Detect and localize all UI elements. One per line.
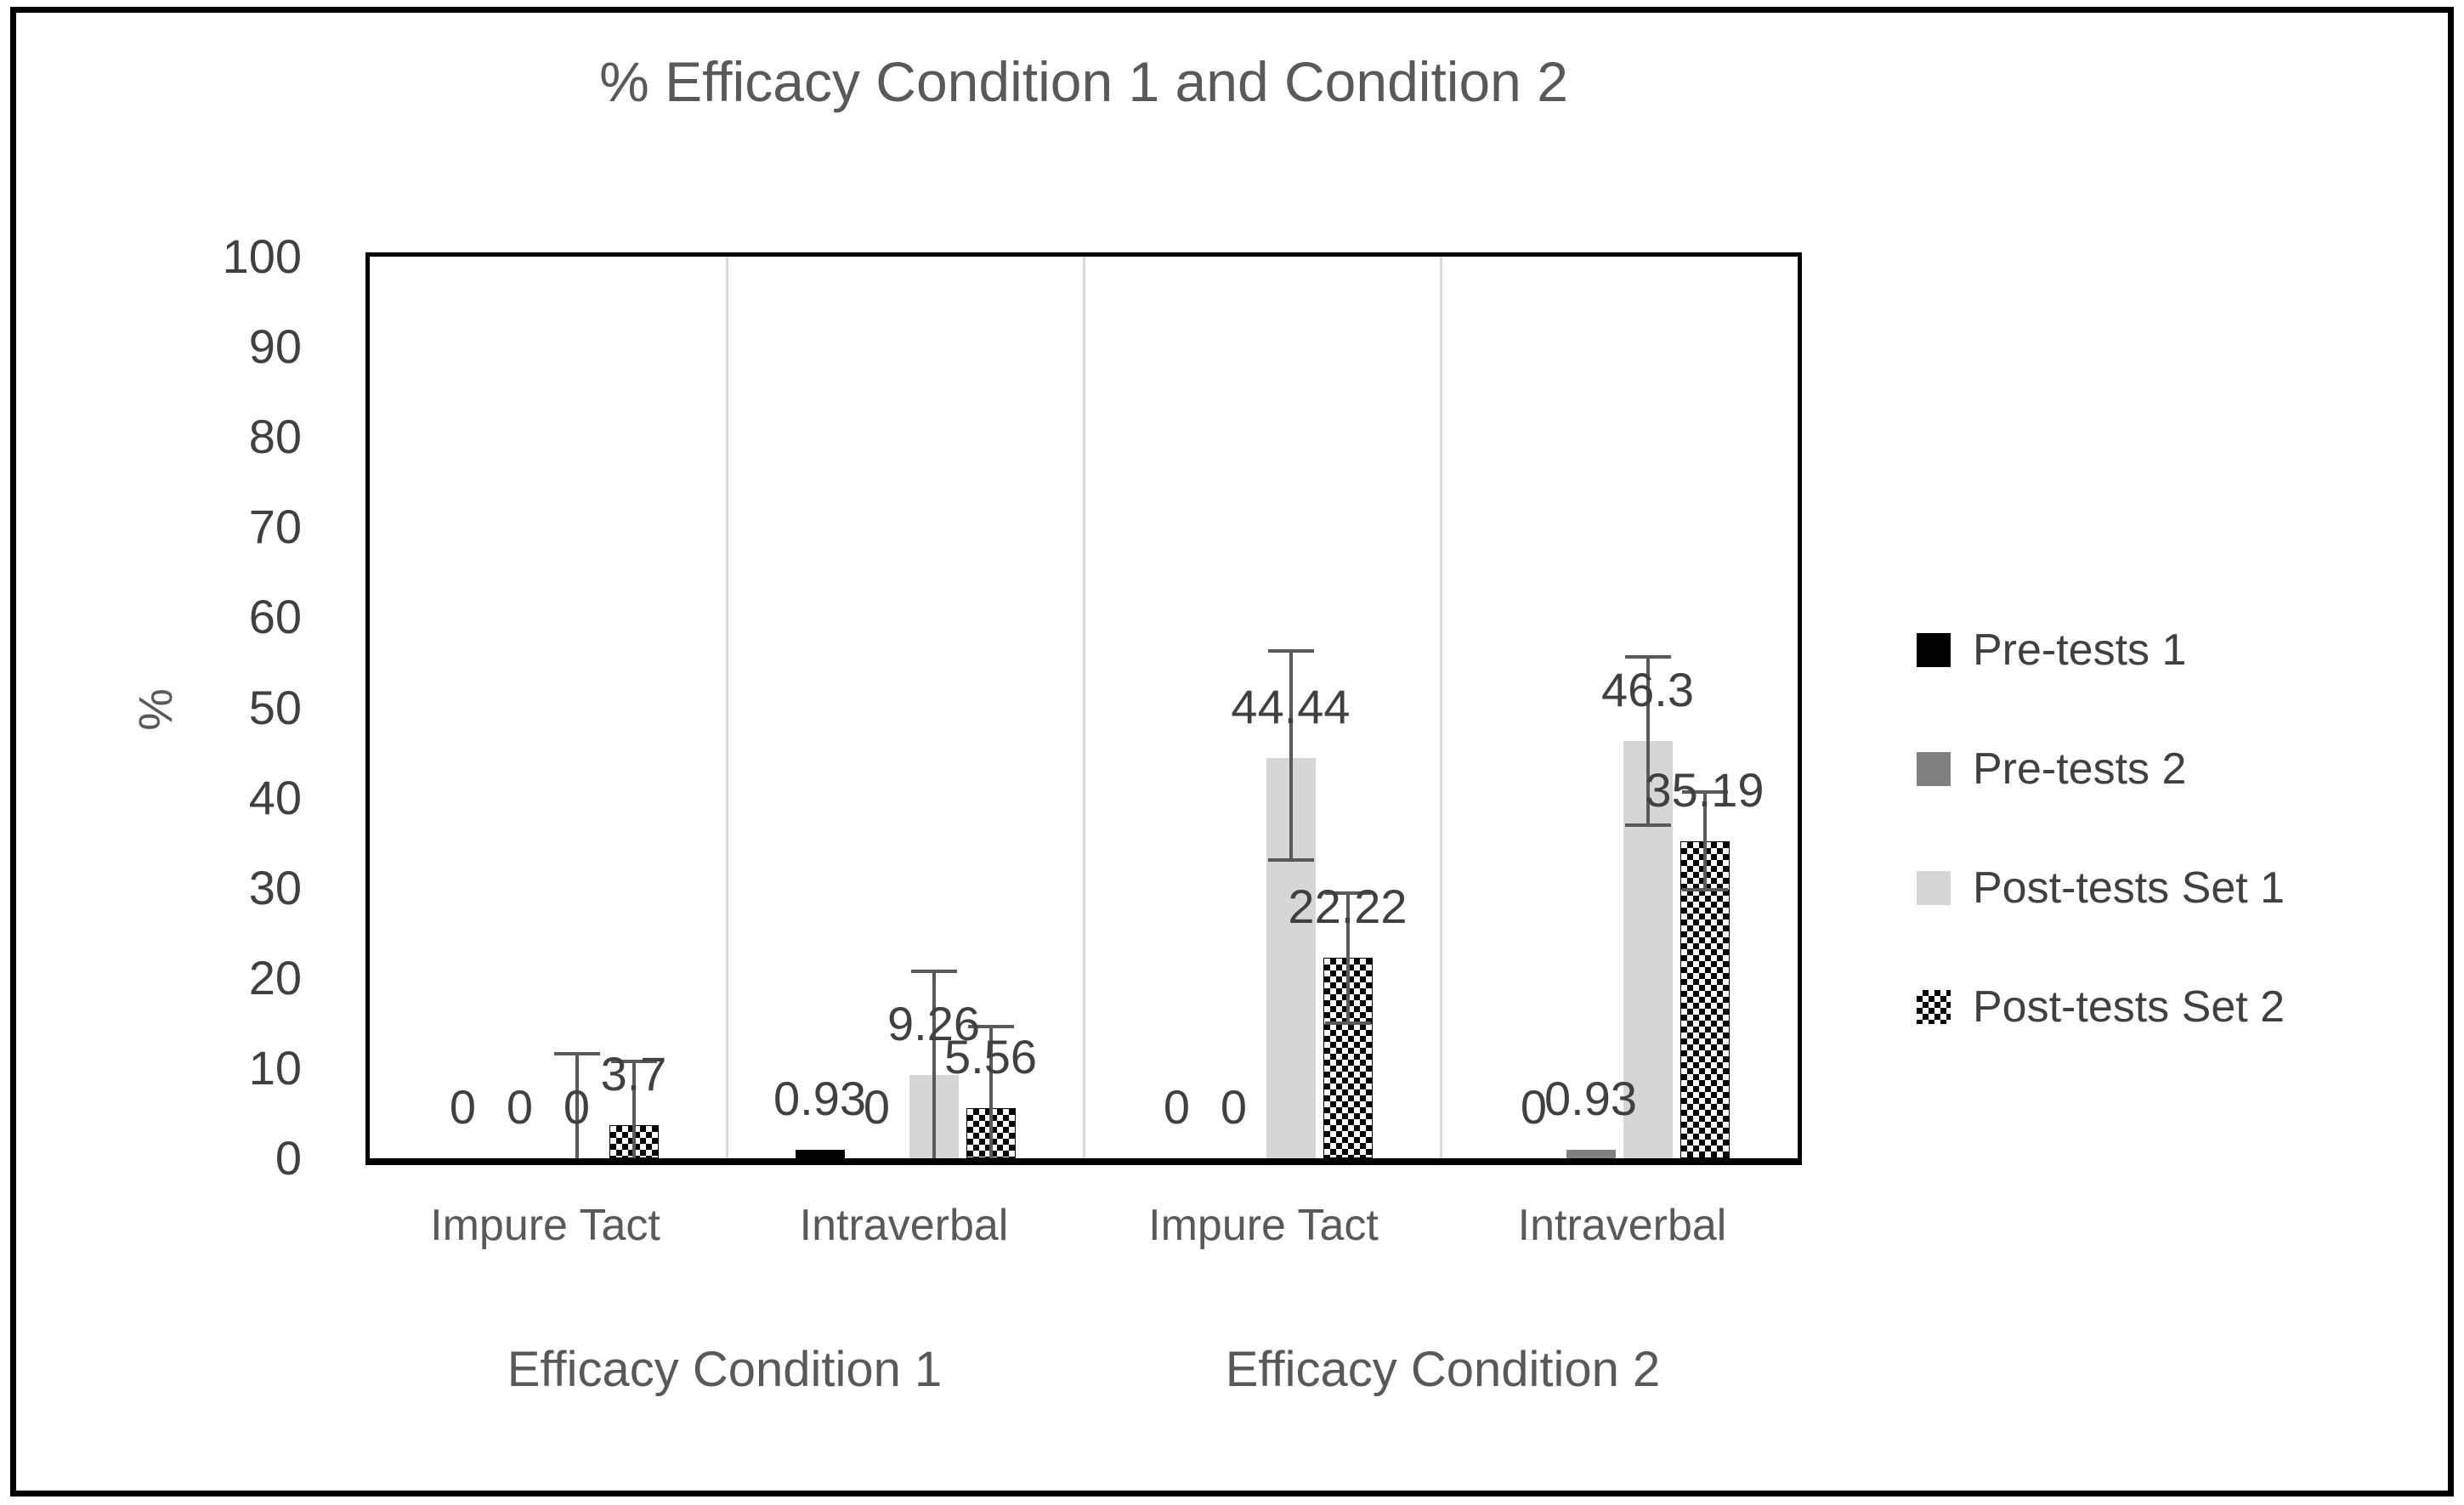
plot-area: 0 0.93 0 0 0 0 0 0.93 0 9.26 44.44 46.3 3.7 5.56 22.22… [365, 252, 1802, 1165]
error-bar-cap-bottom [1624, 823, 1671, 827]
category-separator [725, 257, 728, 1158]
y-tick-label: 90 [248, 320, 302, 374]
error-bar-cap-top [1681, 790, 1728, 795]
category-separator [1439, 257, 1442, 1158]
legend-label: Post-tests Set 2 [1973, 982, 2286, 1032]
data-label: 5.56 [944, 1030, 1037, 1084]
legend-label: Post-tests Set 1 [1973, 863, 2286, 913]
legend-swatch-pre-tests-2 [1917, 752, 1951, 786]
condition-label-2: Efficacy Condition 2 [1225, 1342, 1661, 1397]
data-label: 0 [1220, 1080, 1248, 1134]
error-bar-cap-top [1267, 648, 1314, 653]
category-label-impure-tact-1: Impure Tact [430, 1201, 660, 1250]
error-bar-line [1289, 648, 1293, 862]
legend-swatch-pre-tests-1 [1917, 633, 1951, 667]
bar [795, 1150, 845, 1158]
data-label: 0.93 [1544, 1072, 1637, 1126]
error-bar-cap-top [910, 970, 957, 974]
y-tick-label: 50 [248, 680, 302, 734]
bar [1566, 1150, 1616, 1158]
bar [1679, 840, 1730, 1158]
error-bar-cap-bottom [1267, 857, 1314, 862]
y-tick-label: 10 [248, 1040, 302, 1095]
y-tick-label: 0 [275, 1131, 302, 1185]
legend-swatch-post-tests-set-1 [1917, 871, 1951, 905]
category-separator [1082, 257, 1085, 1158]
y-tick-label: 30 [248, 860, 302, 914]
data-label: 0 [449, 1080, 477, 1134]
error-bar-line [932, 970, 936, 1158]
y-tick-label: 70 [248, 500, 302, 554]
data-label: 0 [1163, 1080, 1191, 1134]
category-label-intraverbal-1: Intraverbal [799, 1201, 1009, 1250]
error-bar-cap-top [1624, 654, 1671, 659]
y-tick-label: 80 [248, 410, 302, 464]
data-label: 44.44 [1231, 679, 1351, 733]
plot-inner: 0 0.93 0 0 0 0 0 0.93 0 9.26 44.44 46.3 3.7 5.56 22.22… [370, 257, 1798, 1158]
category-label-impure-tact-2: Impure Tact [1148, 1201, 1379, 1250]
error-bar-line [1702, 790, 1707, 891]
category-label-intraverbal-2: Intraverbal [1517, 1201, 1727, 1250]
legend-swatch-post-tests-set-2 [1917, 990, 1951, 1024]
data-label: 0.93 [773, 1072, 866, 1126]
data-label: 46.3 [1601, 662, 1694, 716]
error-bar-cap-top [553, 1051, 600, 1055]
data-label: 0 [563, 1080, 591, 1134]
data-label: 35.19 [1645, 762, 1764, 817]
error-bar-line [1645, 654, 1650, 827]
y-tick-label: 20 [248, 950, 302, 1004]
legend-label: Pre-tests 1 [1973, 625, 2187, 675]
data-label: 9.26 [887, 996, 980, 1050]
data-label: 0 [1520, 1080, 1548, 1134]
error-bar-line [632, 1060, 636, 1158]
data-label: 0 [506, 1080, 534, 1134]
error-bar-cap-top [1324, 891, 1371, 895]
error-bar-line [1345, 891, 1350, 1025]
legend-label: Pre-tests 2 [1973, 744, 2187, 794]
error-bar-line [988, 1024, 993, 1158]
error-bar-cap-top [967, 1024, 1014, 1028]
figure-border [10, 7, 2454, 1497]
legend-item-post-tests-set-1: Post-tests Set 1 [1917, 858, 2285, 918]
data-label: 22.22 [1288, 880, 1408, 934]
error-bar-cap-top [610, 1060, 657, 1064]
condition-label-1: Efficacy Condition 1 [507, 1342, 943, 1397]
legend-item-post-tests-set-2: Post-tests Set 2 [1917, 977, 2285, 1037]
y-tick-label: 40 [248, 770, 302, 824]
chart-title: % Efficacy Condition 1 and Condition 2 [599, 50, 1568, 113]
error-bar-cap-bottom [1324, 1021, 1371, 1025]
y-tick-label: 100 [222, 229, 302, 283]
data-label: 0 [863, 1080, 891, 1134]
legend-item-pre-tests-1: Pre-tests 1 [1917, 620, 2186, 680]
y-tick-label: 60 [248, 590, 302, 644]
error-bar-cap-bottom [1681, 887, 1728, 891]
data-label: 3.7 [600, 1046, 667, 1100]
legend-item-pre-tests-2: Pre-tests 2 [1917, 739, 2186, 799]
error-bar-line [575, 1051, 579, 1158]
